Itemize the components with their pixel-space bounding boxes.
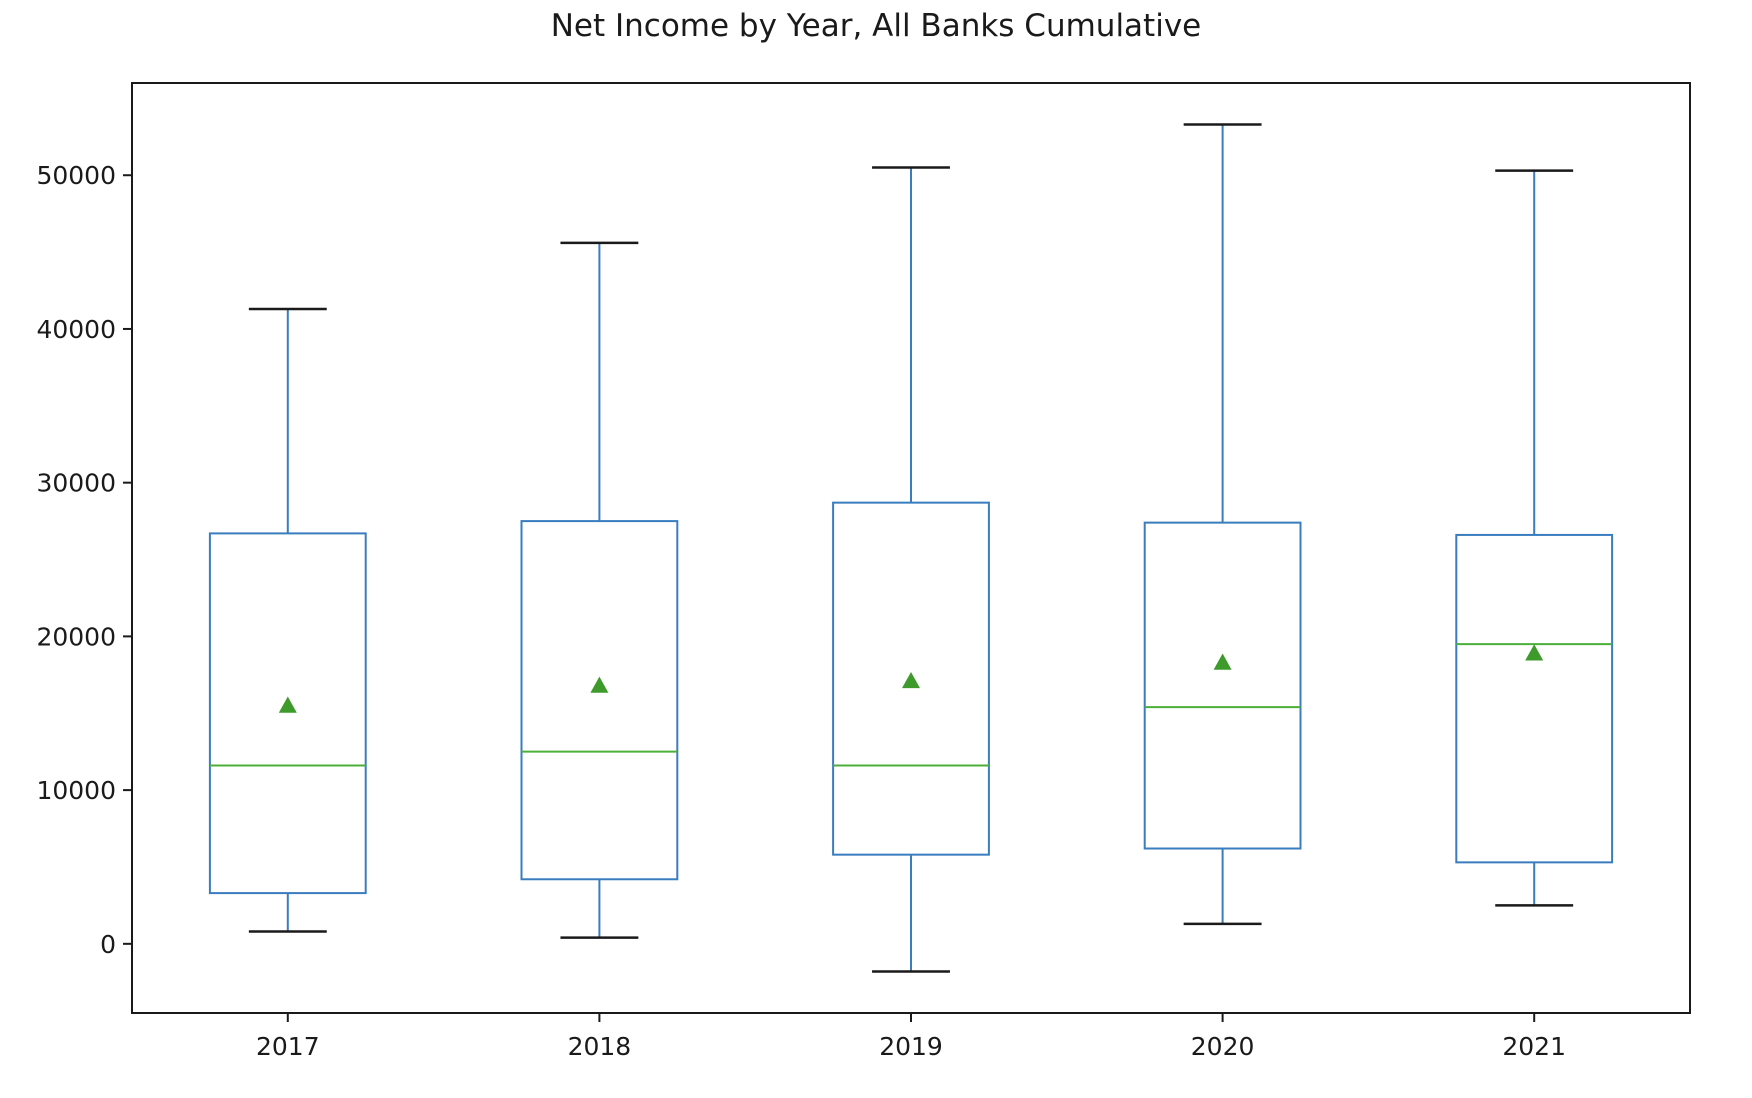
box-2017 bbox=[208, 532, 367, 895]
y-tick-label: 40000 bbox=[36, 315, 116, 344]
x-tick-label: 2020 bbox=[1191, 1032, 1255, 1061]
y-tick-label: 50000 bbox=[36, 161, 116, 190]
box-2019 bbox=[832, 501, 990, 856]
x-tick-label: 2019 bbox=[879, 1032, 943, 1061]
mean-marker bbox=[902, 671, 920, 689]
mean-marker bbox=[1525, 644, 1544, 661]
y-tick-label: 20000 bbox=[36, 622, 116, 651]
x-tick-label: 2018 bbox=[568, 1032, 632, 1061]
y-tick-label: 10000 bbox=[36, 776, 116, 805]
x-tick-label: 2017 bbox=[256, 1032, 320, 1061]
x-tick-label: 2021 bbox=[1502, 1032, 1566, 1061]
chart-title: Net Income by Year, All Banks Cumulative bbox=[550, 8, 1202, 44]
mean-marker bbox=[1213, 653, 1232, 670]
y-tick-label: 30000 bbox=[36, 469, 116, 498]
box-2020 bbox=[1143, 521, 1302, 850]
box-2021 bbox=[1455, 533, 1614, 864]
mean-marker bbox=[278, 696, 297, 713]
mean-marker bbox=[590, 676, 609, 693]
box-2018 bbox=[520, 520, 679, 881]
y-tick-label: 0 bbox=[100, 930, 116, 959]
